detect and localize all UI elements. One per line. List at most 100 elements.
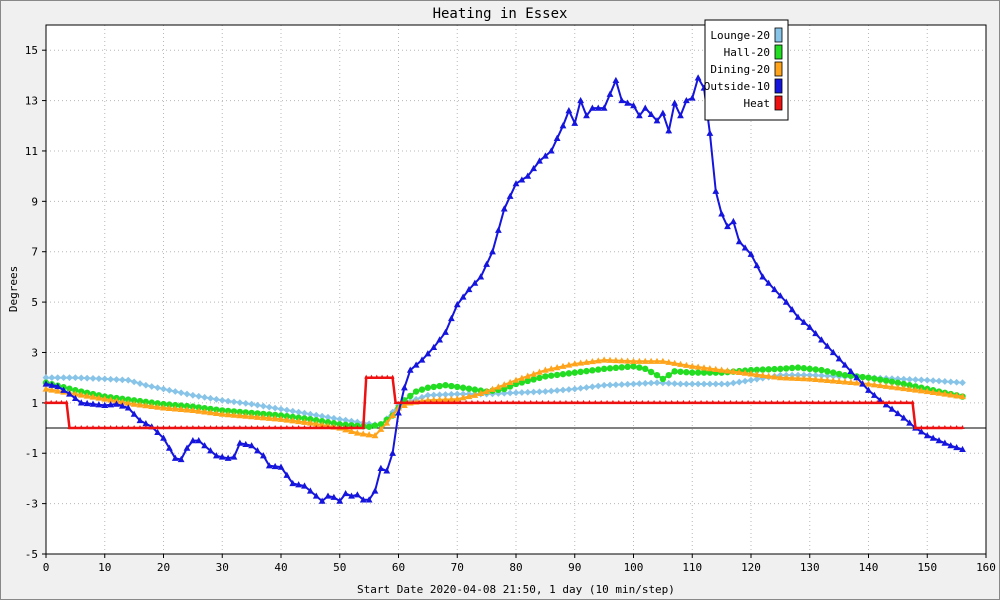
data-point <box>260 410 267 418</box>
legend-box <box>704 19 789 121</box>
x-tick-label: 20 <box>157 561 170 574</box>
data-point <box>143 425 148 430</box>
data-point <box>612 381 620 389</box>
data-point <box>306 419 314 426</box>
data-point <box>546 399 551 404</box>
data-point <box>242 409 249 416</box>
data-point <box>399 399 404 404</box>
data-point <box>277 463 285 470</box>
data-point <box>718 210 726 217</box>
data-point <box>136 416 144 424</box>
data-point <box>283 413 291 420</box>
data-point <box>54 387 62 394</box>
data-point <box>371 422 379 429</box>
data-point <box>553 134 561 141</box>
data-point <box>242 399 250 407</box>
data-point <box>77 374 85 382</box>
data-point <box>824 368 831 375</box>
data-point <box>481 399 486 404</box>
x-tick-label: 30 <box>216 561 229 574</box>
data-point <box>653 357 661 364</box>
legend-swatch <box>774 95 783 111</box>
data-point <box>314 425 319 430</box>
data-point <box>336 421 343 428</box>
data-point <box>242 440 250 448</box>
data-point <box>324 492 332 499</box>
data-point <box>277 412 285 419</box>
data-point <box>635 357 643 364</box>
data-point <box>308 425 313 430</box>
data-point <box>653 371 661 379</box>
data-point <box>900 380 907 388</box>
data-point <box>828 399 833 404</box>
data-point <box>906 382 913 389</box>
data-point <box>306 410 314 418</box>
data-point <box>395 409 402 416</box>
data-point <box>628 399 633 404</box>
data-point <box>177 389 185 397</box>
data-point <box>77 391 85 398</box>
data-point <box>224 397 232 405</box>
data-point <box>571 385 579 393</box>
data-point <box>630 363 637 370</box>
data-point <box>377 464 385 471</box>
data-point <box>202 425 207 430</box>
data-point <box>459 390 467 398</box>
data-point <box>214 425 219 430</box>
data-point <box>424 391 432 399</box>
data-point <box>635 112 643 119</box>
data-point <box>869 399 874 404</box>
data-point <box>588 104 596 111</box>
data-point <box>179 425 184 430</box>
y-tick-label: 11 <box>25 145 38 158</box>
data-point <box>942 425 947 430</box>
data-point <box>583 367 590 375</box>
data-point <box>524 372 532 379</box>
data-point <box>160 400 167 408</box>
data-point <box>353 429 361 436</box>
data-point <box>49 399 54 404</box>
data-point <box>612 356 620 364</box>
data-point <box>453 301 461 308</box>
data-point <box>248 400 256 408</box>
data-point <box>548 372 555 379</box>
y-tick-label: 3 <box>31 346 38 359</box>
data-point <box>195 404 202 411</box>
data-point <box>741 369 749 376</box>
data-point <box>296 425 301 430</box>
data-point <box>600 365 608 373</box>
data-point <box>606 356 614 363</box>
data-point <box>806 323 814 330</box>
data-point <box>729 368 737 375</box>
data-point <box>657 399 662 404</box>
data-point <box>829 377 837 384</box>
data-point <box>888 405 896 412</box>
data-point <box>195 392 203 400</box>
data-point <box>606 381 614 389</box>
data-point <box>48 374 56 382</box>
data-point <box>189 437 197 444</box>
data-point <box>898 399 903 404</box>
data-point <box>559 362 567 369</box>
data-point <box>881 399 886 404</box>
data-point <box>524 388 532 396</box>
data-point <box>712 365 720 372</box>
data-point <box>559 122 567 129</box>
data-point <box>207 409 214 416</box>
data-point <box>501 385 508 393</box>
data-point <box>865 380 872 387</box>
data-point <box>806 375 814 382</box>
data-point <box>635 380 643 388</box>
data-point <box>724 380 731 388</box>
data-point <box>500 381 508 388</box>
data-point <box>113 376 120 383</box>
data-point <box>665 379 673 387</box>
data-point <box>236 408 244 416</box>
data-point <box>167 425 172 430</box>
data-point <box>829 348 837 356</box>
data-point <box>931 425 936 430</box>
data-point <box>913 425 918 430</box>
data-point <box>160 385 167 393</box>
data-point <box>487 399 492 404</box>
data-point <box>336 415 344 423</box>
